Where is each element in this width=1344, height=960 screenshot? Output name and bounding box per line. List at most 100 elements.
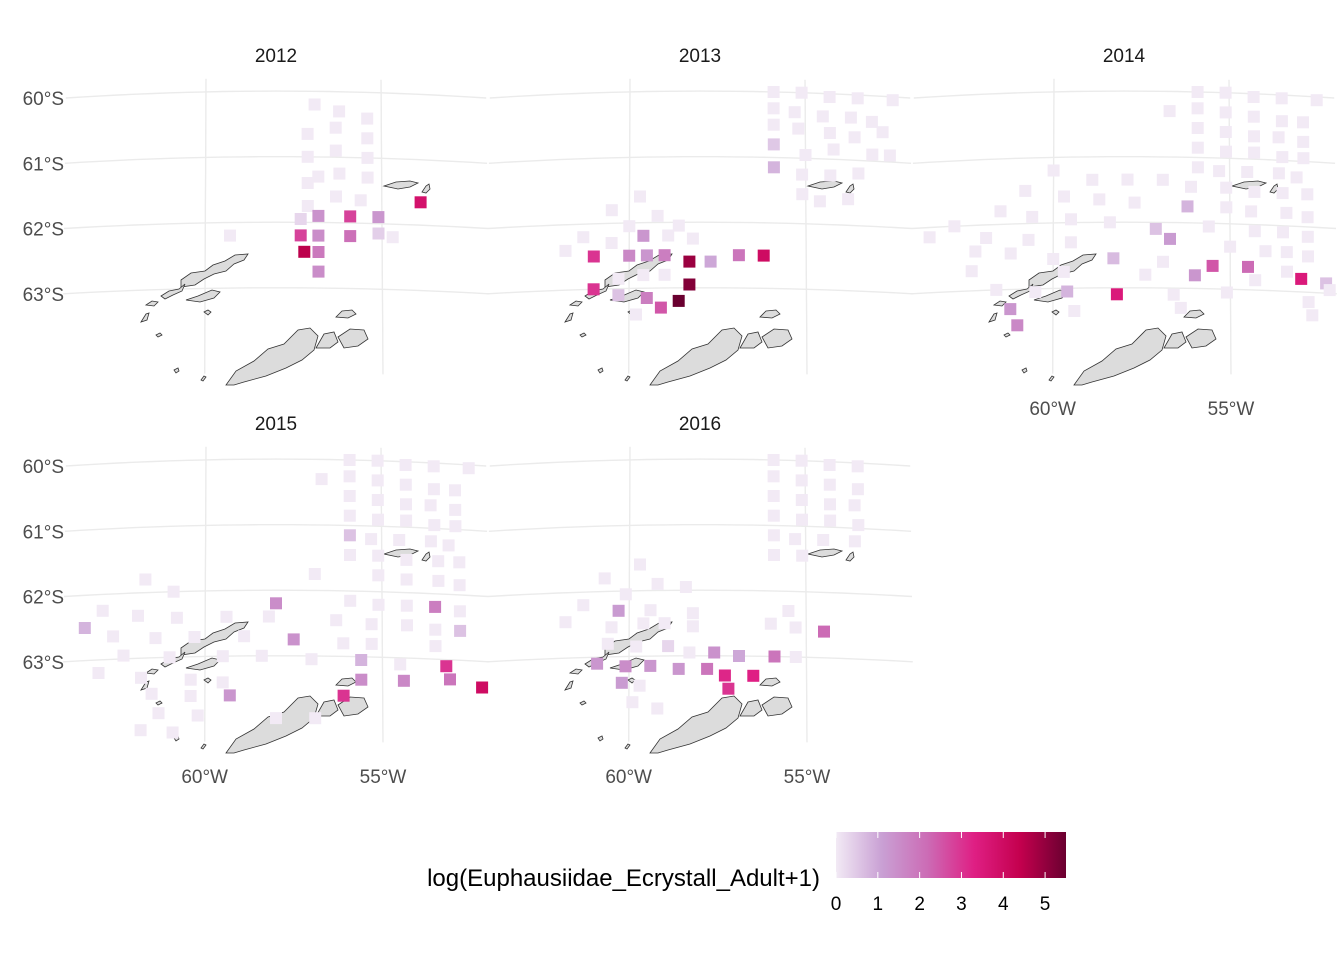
station-cell <box>400 599 413 612</box>
station-cell <box>848 131 861 144</box>
station-cell <box>344 594 357 607</box>
station-cell <box>371 474 384 487</box>
legend-tick-label: 5 <box>1040 894 1051 915</box>
station-cell <box>462 462 475 475</box>
station-cell <box>672 662 685 675</box>
land-polygon <box>739 331 763 349</box>
station-cell <box>329 144 342 157</box>
lon-tick-label: 60°W <box>181 767 228 788</box>
station-cell <box>612 604 625 617</box>
station-cell <box>220 610 233 623</box>
station-cell <box>152 707 165 720</box>
station-cell <box>145 687 158 700</box>
station-cell <box>329 121 342 134</box>
station-cell <box>1093 193 1106 206</box>
station-cell <box>1272 167 1285 180</box>
station-cell <box>823 127 836 139</box>
station-cell <box>623 249 636 262</box>
station-cell <box>577 231 590 244</box>
station-cell <box>1213 165 1226 178</box>
station-cell <box>135 671 147 684</box>
legend: log(Euphausiidae_Ecrystall_Adult+1) 0 1 2 3… <box>427 832 1066 915</box>
station-cell <box>372 513 384 526</box>
land-polygon <box>315 699 339 717</box>
graticule-lon <box>380 79 384 375</box>
station-cell <box>733 650 745 662</box>
station-cell <box>343 529 356 542</box>
station-cell <box>662 640 675 653</box>
station-cell <box>371 494 384 506</box>
graticule-lat <box>911 221 1337 230</box>
station-cell <box>1167 288 1180 301</box>
station-cell <box>337 689 350 702</box>
station-cell <box>216 676 229 689</box>
station-cell <box>344 230 357 243</box>
land-polygon <box>200 743 207 750</box>
station-cell <box>365 533 378 546</box>
station-cell <box>301 127 314 140</box>
station-cell <box>637 269 650 282</box>
station-cell <box>747 669 760 682</box>
station-cell <box>1086 173 1099 186</box>
station-cell <box>708 646 721 659</box>
land-polygon <box>992 300 1007 307</box>
station-cell <box>1191 161 1204 174</box>
station-cell <box>634 190 646 203</box>
station-cell <box>301 177 314 189</box>
station-cell <box>401 619 413 632</box>
station-cell <box>823 478 836 491</box>
station-cell <box>654 301 667 314</box>
station-cell <box>990 283 1003 296</box>
station-cell <box>301 150 314 163</box>
station-cell <box>994 205 1007 218</box>
station-cell <box>1220 145 1232 158</box>
land-polygon <box>759 309 781 319</box>
station-cell <box>1276 187 1289 200</box>
station-cell <box>96 604 109 617</box>
station-cell <box>1281 265 1293 278</box>
map-panel-2012: 2012 60°S 61°S 62°S 63°S <box>23 46 489 386</box>
station-cell <box>980 232 993 244</box>
land-polygon <box>806 548 844 558</box>
station-cell <box>782 605 795 617</box>
station-cell <box>372 598 385 611</box>
station-cell <box>851 92 864 105</box>
station-cell <box>255 649 268 662</box>
station-cell <box>355 673 368 686</box>
station-cell <box>848 499 861 512</box>
station-cell <box>1276 151 1289 164</box>
station-cell <box>1163 105 1176 118</box>
station-cell <box>92 667 105 679</box>
station-cell <box>757 249 770 262</box>
graticule-lon <box>804 79 808 375</box>
land-polygon <box>564 312 574 323</box>
graticule-lat <box>487 655 913 663</box>
station-cell <box>1058 190 1070 203</box>
land-polygon <box>579 700 587 706</box>
station-cell <box>767 509 780 522</box>
station-cell <box>633 679 646 692</box>
station-cell <box>1280 206 1293 219</box>
station-cell <box>824 514 837 527</box>
station-cell <box>400 498 412 511</box>
station-cell <box>796 168 809 181</box>
station-cell <box>424 535 437 548</box>
land-polygon <box>739 699 763 717</box>
station-cell <box>767 138 780 151</box>
land-polygon <box>564 680 574 691</box>
station-cell <box>683 255 696 268</box>
station-cell <box>1181 200 1194 213</box>
graticule-lon <box>204 78 207 374</box>
station-cell <box>1280 246 1293 259</box>
land-polygon <box>315 331 339 349</box>
station-cell <box>355 654 368 666</box>
station-cell <box>371 454 384 467</box>
station-cell <box>852 167 865 180</box>
station-cell <box>789 621 802 634</box>
station-cell <box>619 588 632 601</box>
station-cell <box>605 204 618 217</box>
graticule-lat <box>65 90 487 99</box>
station-cell <box>453 579 466 592</box>
station-cell <box>792 122 805 135</box>
